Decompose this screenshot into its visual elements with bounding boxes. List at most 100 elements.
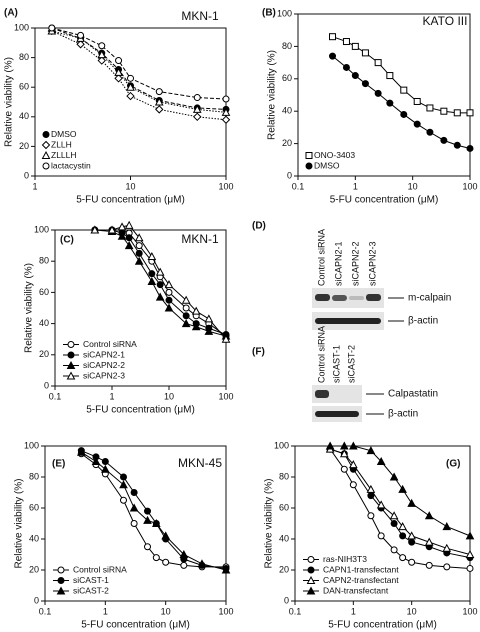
marker — [134, 256, 144, 265]
marker — [191, 322, 201, 331]
marker — [221, 565, 231, 574]
x-axis-label: 5-FU concentration (μM) — [86, 405, 195, 416]
marker — [134, 233, 144, 242]
marker — [222, 95, 230, 103]
plot-frame — [297, 13, 471, 177]
x-tick-label: 1 — [351, 606, 356, 616]
marker — [77, 31, 85, 39]
marker — [165, 296, 173, 304]
marker — [361, 80, 369, 88]
marker — [426, 104, 434, 112]
marker — [221, 107, 231, 116]
y-tick-label: 80 — [39, 256, 49, 266]
marker — [181, 295, 191, 304]
marker — [204, 326, 214, 335]
marker — [148, 270, 156, 278]
marker — [367, 512, 375, 520]
series-line — [51, 27, 227, 100]
marker — [342, 38, 350, 46]
marker — [408, 538, 416, 546]
x-tick-label: 1 — [353, 181, 358, 191]
band-label: β-actin — [388, 409, 418, 420]
marker — [386, 99, 394, 107]
x-tick-label: 10 — [161, 606, 171, 616]
legend-label: siCAST-1 — [73, 575, 109, 585]
marker — [125, 234, 133, 242]
marker — [443, 563, 451, 571]
panel-label: (A) — [4, 8, 18, 19]
marker — [193, 112, 202, 122]
y-tick-label: 60 — [39, 287, 49, 297]
y-tick-label: 0 — [287, 170, 292, 180]
marker — [408, 558, 416, 566]
x-tick-label: 0.1 — [289, 606, 302, 616]
marker — [129, 503, 139, 512]
legend-marker — [41, 150, 51, 159]
marker — [91, 456, 101, 465]
marker — [192, 104, 202, 113]
marker — [97, 50, 107, 59]
chart-title: MKN-1 — [181, 9, 219, 23]
legend-marker — [306, 586, 316, 595]
band — [315, 390, 329, 398]
chart-title: MKN-1 — [181, 232, 219, 246]
marker — [399, 532, 407, 540]
marker — [135, 242, 143, 250]
band-label: Calpastatin — [388, 389, 438, 400]
y-tick-label: 100 — [277, 8, 292, 18]
marker — [124, 241, 134, 250]
band — [315, 318, 381, 324]
marker — [155, 267, 165, 276]
legend-marker — [307, 566, 315, 574]
legend-marker — [42, 131, 50, 138]
marker — [348, 441, 358, 450]
marker — [340, 465, 348, 473]
x-tick-label: 1 — [32, 181, 37, 191]
lane-label: Control siRNA — [316, 326, 326, 383]
y-tick-label: 80 — [282, 41, 292, 51]
y-tick-label: 100 — [274, 440, 289, 450]
y-tick-label: 20 — [29, 564, 39, 574]
x-tick-label: 0.1 — [292, 181, 305, 191]
marker — [348, 460, 358, 469]
marker — [179, 549, 189, 558]
x-axis-label: 5-FU concentration (μM) — [76, 195, 185, 206]
x-tick-label: 10 — [164, 391, 174, 401]
legend-label: CAPN1-transfectant — [323, 564, 399, 574]
marker — [156, 281, 164, 289]
marker — [398, 484, 407, 493]
lane-label: siCAST-1 — [331, 345, 341, 383]
marker — [162, 558, 170, 566]
marker — [135, 249, 143, 257]
marker — [115, 57, 123, 65]
legend-marker — [66, 371, 76, 380]
chart-panel: 0.1 1 10 100 0 20 40 60 80 100 5-FU concentration … — [262, 8, 478, 206]
chart-title: MKN-45 — [178, 456, 222, 470]
marker — [361, 49, 369, 57]
marker — [399, 554, 407, 562]
marker — [152, 554, 160, 562]
marker — [366, 446, 376, 455]
y-axis-label: Relative viability (%) — [14, 478, 25, 568]
marker — [165, 288, 173, 296]
marker — [413, 97, 421, 105]
y-tick-label: 40 — [279, 533, 289, 543]
blot-f: (F) Control siRNA siCAST-1 siCAST-2 Calp… — [252, 326, 438, 422]
marker — [164, 303, 174, 312]
panel-label: (F) — [252, 347, 265, 358]
marker — [97, 56, 106, 65]
panel-label: (C) — [60, 235, 74, 246]
legend-marker — [56, 586, 66, 595]
legend-marker — [42, 162, 50, 170]
y-axis-label: Relative viability (%) — [4, 57, 15, 147]
y-axis-label: Relative viability (%) — [264, 478, 275, 568]
marker — [453, 109, 461, 117]
marker — [465, 549, 475, 558]
y-tick-label: 80 — [29, 471, 39, 481]
legend-label: siCAPN2-3 — [83, 370, 125, 380]
marker — [130, 520, 138, 527]
marker — [351, 42, 359, 50]
marker — [367, 492, 375, 500]
y-tick-label: 80 — [279, 471, 289, 481]
